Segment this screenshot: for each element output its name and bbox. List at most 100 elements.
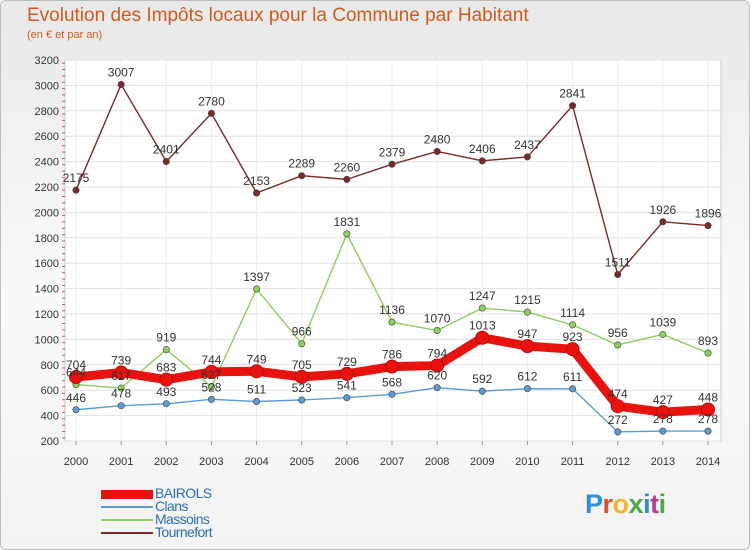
logo-letter: x xyxy=(628,489,644,519)
point-bairols xyxy=(565,342,580,357)
y-tick-label: 1600 xyxy=(35,258,59,270)
y-tick-label: 1200 xyxy=(35,309,59,321)
point-bairols xyxy=(655,405,670,420)
point-tournefort xyxy=(433,147,441,155)
logo-letter: i xyxy=(658,489,667,519)
point-clans xyxy=(478,387,486,395)
point-massoins xyxy=(298,340,306,348)
y-tick-label: 200 xyxy=(41,436,59,448)
point-massoins xyxy=(207,383,215,391)
data-label-tournefort: 2841 xyxy=(559,87,586,101)
point-tournefort xyxy=(298,172,306,180)
point-massoins xyxy=(433,327,441,335)
data-label-tournefort: 2175 xyxy=(63,171,90,185)
point-tournefort xyxy=(388,160,396,168)
data-label-clans: 568 xyxy=(382,375,402,389)
point-massoins xyxy=(614,341,622,349)
x-tick-label: 2011 xyxy=(561,456,585,468)
data-label-tournefort: 2406 xyxy=(469,142,496,156)
point-bairols xyxy=(69,369,83,384)
y-tick-label: 400 xyxy=(41,411,59,423)
point-bairols xyxy=(610,399,625,414)
logo-letter: r xyxy=(602,489,614,519)
data-label-massoins: 1136 xyxy=(379,303,405,317)
point-tournefort xyxy=(523,153,531,161)
point-bairols xyxy=(475,330,490,345)
data-label-massoins: 966 xyxy=(292,325,312,339)
point-clans xyxy=(433,384,441,392)
data-label-bairols: 705 xyxy=(292,358,312,372)
point-bairols xyxy=(430,358,445,373)
legend-label: BAIROLS xyxy=(155,485,212,501)
data-label-bairols: 474 xyxy=(608,387,628,401)
data-label-bairols: 448 xyxy=(698,391,718,405)
data-label-massoins: 627 xyxy=(201,368,221,382)
data-label-clans: 511 xyxy=(247,383,266,397)
y-tick-label: 1800 xyxy=(35,233,59,245)
legend-swatch xyxy=(101,506,153,508)
data-label-tournefort: 2153 xyxy=(243,174,270,188)
y-tick-label: 3000 xyxy=(35,80,59,92)
point-clans xyxy=(569,385,577,393)
logo-letter: t xyxy=(650,489,659,519)
data-label-tournefort: 1926 xyxy=(650,203,677,217)
x-tick-label: 2007 xyxy=(380,456,404,468)
logo-letter: i xyxy=(643,489,651,519)
x-tick-label: 2002 xyxy=(154,456,178,468)
data-label-tournefort: 2437 xyxy=(514,138,541,152)
data-label-massoins: 1831 xyxy=(334,215,361,229)
point-clans xyxy=(72,406,80,414)
point-bairols xyxy=(339,366,354,381)
data-label-tournefort: 2289 xyxy=(288,157,315,171)
x-tick-label: 2010 xyxy=(515,456,539,468)
point-massoins xyxy=(569,321,577,329)
x-tick-label: 2000 xyxy=(64,456,88,468)
data-label-bairols: 729 xyxy=(337,355,357,369)
data-label-tournefort: 3007 xyxy=(108,66,135,80)
point-tournefort xyxy=(569,102,577,110)
point-clans xyxy=(298,396,306,404)
x-tick-label: 2012 xyxy=(605,456,629,468)
point-massoins xyxy=(388,318,396,326)
point-massoins xyxy=(117,384,125,392)
legend-swatch xyxy=(101,532,153,534)
x-tick-label: 2001 xyxy=(109,456,133,468)
data-label-clans: 493 xyxy=(156,385,176,399)
data-label-massoins: 893 xyxy=(698,334,718,348)
y-tick-label: 2000 xyxy=(35,207,59,219)
point-tournefort xyxy=(207,109,215,117)
point-bairols xyxy=(249,364,264,379)
point-bairols xyxy=(159,372,174,387)
y-tick-label: 2400 xyxy=(35,157,59,169)
data-label-clans: 278 xyxy=(698,412,718,426)
data-label-bairols: 1013 xyxy=(469,319,496,333)
point-tournefort xyxy=(72,186,80,194)
y-tick-label: 2600 xyxy=(35,131,59,143)
y-tick-label: 600 xyxy=(41,385,59,397)
data-label-massoins: 1039 xyxy=(650,315,677,329)
data-label-clans: 528 xyxy=(201,380,221,394)
data-label-tournefort: 1896 xyxy=(695,207,722,221)
proxiti-logo: Proxiti xyxy=(585,489,666,520)
point-clans xyxy=(162,400,170,408)
point-tournefort xyxy=(253,189,261,197)
x-tick-label: 2009 xyxy=(470,456,494,468)
point-tournefort xyxy=(343,175,351,183)
point-clans xyxy=(614,428,622,436)
point-massoins xyxy=(253,285,261,293)
data-label-massoins: 1247 xyxy=(469,289,496,303)
data-label-clans: 478 xyxy=(111,387,131,401)
data-label-clans: 272 xyxy=(608,413,628,427)
point-massoins xyxy=(162,346,170,354)
legend-label: Clans xyxy=(155,498,188,514)
legend-swatch xyxy=(101,519,153,521)
legend-label: Massoins xyxy=(155,511,210,527)
data-label-clans: 611 xyxy=(563,370,582,384)
data-label-bairols: 947 xyxy=(517,327,537,341)
point-tournefort xyxy=(704,222,712,230)
legend-item-tournefort: Tournefort xyxy=(101,524,301,540)
point-massoins xyxy=(659,330,667,338)
point-massoins xyxy=(523,308,531,316)
